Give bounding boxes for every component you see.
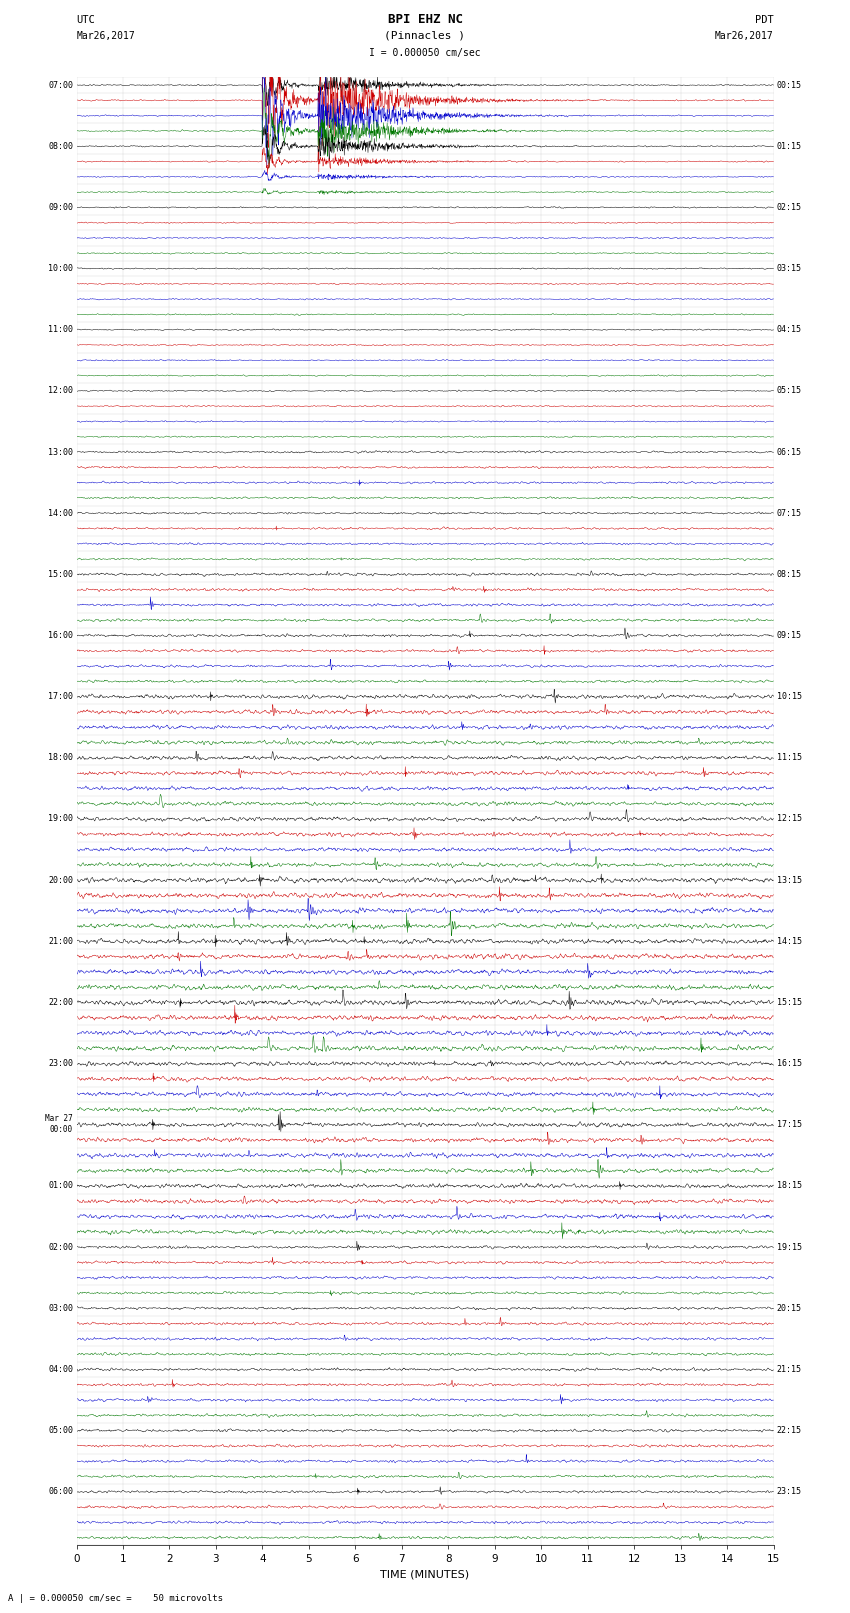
Text: 09:15: 09:15 <box>777 631 802 640</box>
Text: Mar 27: Mar 27 <box>45 1115 73 1123</box>
Text: PDT: PDT <box>755 15 774 24</box>
Text: BPI EHZ NC: BPI EHZ NC <box>388 13 462 26</box>
Text: 12:15: 12:15 <box>777 815 802 824</box>
Text: 12:00: 12:00 <box>48 387 73 395</box>
Text: 03:00: 03:00 <box>48 1303 73 1313</box>
Text: 07:15: 07:15 <box>777 508 802 518</box>
Text: 11:15: 11:15 <box>777 753 802 763</box>
Text: 02:00: 02:00 <box>48 1242 73 1252</box>
Text: 13:00: 13:00 <box>48 447 73 456</box>
Text: 04:00: 04:00 <box>48 1365 73 1374</box>
Text: 06:15: 06:15 <box>777 447 802 456</box>
Text: Mar26,2017: Mar26,2017 <box>76 31 135 40</box>
Text: 05:15: 05:15 <box>777 387 802 395</box>
Text: 19:00: 19:00 <box>48 815 73 824</box>
Text: 10:00: 10:00 <box>48 265 73 273</box>
Text: 20:15: 20:15 <box>777 1303 802 1313</box>
Text: 19:15: 19:15 <box>777 1242 802 1252</box>
Text: 00:15: 00:15 <box>777 81 802 90</box>
Text: 20:00: 20:00 <box>48 876 73 884</box>
Text: 04:15: 04:15 <box>777 326 802 334</box>
Text: 07:00: 07:00 <box>48 81 73 90</box>
Text: 05:00: 05:00 <box>48 1426 73 1436</box>
Text: 21:00: 21:00 <box>48 937 73 945</box>
Text: 01:00: 01:00 <box>48 1181 73 1190</box>
Text: 00:00: 00:00 <box>50 1126 73 1134</box>
Text: 18:00: 18:00 <box>48 753 73 763</box>
Text: 23:15: 23:15 <box>777 1487 802 1497</box>
Text: 15:15: 15:15 <box>777 998 802 1007</box>
Text: 17:00: 17:00 <box>48 692 73 702</box>
Text: 17:15: 17:15 <box>777 1121 802 1129</box>
Text: 10:15: 10:15 <box>777 692 802 702</box>
Text: 11:00: 11:00 <box>48 326 73 334</box>
Text: 18:15: 18:15 <box>777 1181 802 1190</box>
Text: 08:00: 08:00 <box>48 142 73 150</box>
Text: 22:00: 22:00 <box>48 998 73 1007</box>
Text: 06:00: 06:00 <box>48 1487 73 1497</box>
Text: (Pinnacles ): (Pinnacles ) <box>384 31 466 40</box>
Text: 21:15: 21:15 <box>777 1365 802 1374</box>
Text: 13:15: 13:15 <box>777 876 802 884</box>
Text: 01:15: 01:15 <box>777 142 802 150</box>
Text: 16:15: 16:15 <box>777 1060 802 1068</box>
Text: UTC: UTC <box>76 15 95 24</box>
Text: 14:00: 14:00 <box>48 508 73 518</box>
X-axis label: TIME (MINUTES): TIME (MINUTES) <box>381 1569 469 1579</box>
Text: Mar26,2017: Mar26,2017 <box>715 31 774 40</box>
Text: 16:00: 16:00 <box>48 631 73 640</box>
Text: A | = 0.000050 cm/sec =    50 microvolts: A | = 0.000050 cm/sec = 50 microvolts <box>8 1594 224 1603</box>
Text: 14:15: 14:15 <box>777 937 802 945</box>
Text: 03:15: 03:15 <box>777 265 802 273</box>
Text: 08:15: 08:15 <box>777 569 802 579</box>
Text: 09:00: 09:00 <box>48 203 73 211</box>
Text: 02:15: 02:15 <box>777 203 802 211</box>
Text: 22:15: 22:15 <box>777 1426 802 1436</box>
Text: 23:00: 23:00 <box>48 1060 73 1068</box>
Text: 15:00: 15:00 <box>48 569 73 579</box>
Text: I = 0.000050 cm/sec: I = 0.000050 cm/sec <box>369 48 481 58</box>
